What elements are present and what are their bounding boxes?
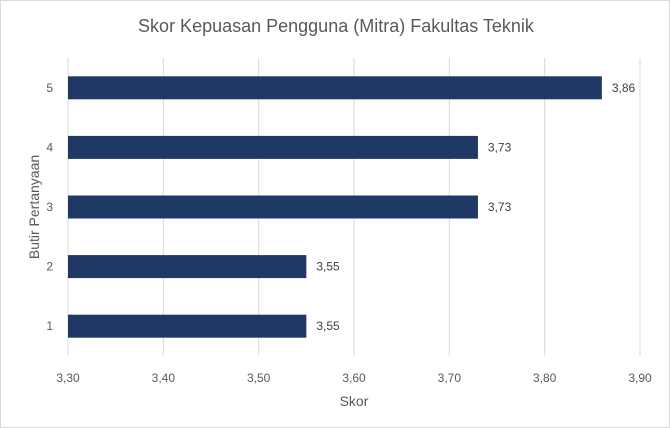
x-tick-label: 3,60 (342, 371, 366, 385)
chart-title: Skor Kepuasan Pengguna (Mitra) Fakultas … (138, 16, 535, 36)
data-label: 3,73 (488, 200, 512, 214)
bar-item-4 (68, 135, 478, 159)
y-tick-label: 2 (46, 260, 53, 274)
bar-item-5 (68, 76, 602, 100)
data-label: 3,55 (316, 319, 340, 333)
x-tick-label: 3,40 (152, 371, 176, 385)
bars (68, 76, 602, 338)
x-tick-label: 3,80 (533, 371, 557, 385)
bar-item-3 (68, 195, 478, 219)
x-tick-label: 3,90 (628, 371, 652, 385)
data-label: 3,55 (316, 260, 340, 274)
data-labels: 3,55 3,55 3,73 3,73 3,86 (316, 81, 635, 333)
y-tick-label: 5 (46, 81, 53, 95)
bar-item-2 (68, 255, 307, 279)
y-tick-label: 4 (46, 140, 53, 154)
bar-item-1 (68, 314, 307, 338)
y-axis-title: Butir Pertanyaan (26, 155, 42, 259)
y-axis-ticks: 1 2 3 4 5 (46, 81, 53, 333)
x-axis-ticks: 3,30 3,40 3,50 3,60 3,70 3,80 3,90 (56, 371, 652, 385)
y-tick-label: 3 (46, 200, 53, 214)
x-tick-label: 3,30 (56, 371, 80, 385)
x-axis-title: Skor (340, 393, 369, 409)
y-tick-label: 1 (46, 319, 53, 333)
x-tick-label: 3,50 (247, 371, 271, 385)
data-label: 3,73 (488, 140, 512, 154)
x-tick-label: 3,70 (438, 371, 462, 385)
data-label: 3,86 (612, 81, 636, 95)
